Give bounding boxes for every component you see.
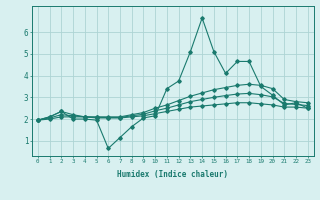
X-axis label: Humidex (Indice chaleur): Humidex (Indice chaleur)	[117, 170, 228, 179]
